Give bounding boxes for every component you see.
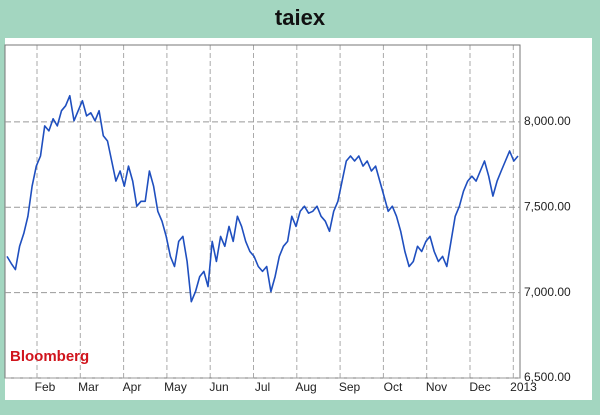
x-tick-label: Feb (35, 380, 56, 394)
x-tick-label: Oct (384, 380, 403, 394)
x-tick-label: Jun (209, 380, 228, 394)
source-label: Bloomberg (10, 348, 89, 365)
x-tick-label: Jul (255, 380, 270, 394)
x-tick-label: Dec (469, 380, 490, 394)
y-tick-label: 7,000.00 (524, 285, 571, 299)
y-tick-label: 7,500.00 (524, 199, 571, 213)
price-line (6, 94, 519, 303)
x-tick-label: Apr (123, 380, 142, 394)
x-tick-label: Aug (295, 380, 316, 394)
x-tick-label: Nov (426, 380, 447, 394)
y-tick-label: 8,000.00 (524, 114, 571, 128)
x-tick-label: Sep (339, 380, 361, 394)
y-tick-label: 6,500.00 (524, 370, 571, 384)
chart-title: taiex (275, 5, 326, 30)
x-tick-label: May (164, 380, 187, 394)
x-tick-label: Mar (78, 380, 99, 394)
x-tick-label: 2013 (510, 380, 537, 394)
